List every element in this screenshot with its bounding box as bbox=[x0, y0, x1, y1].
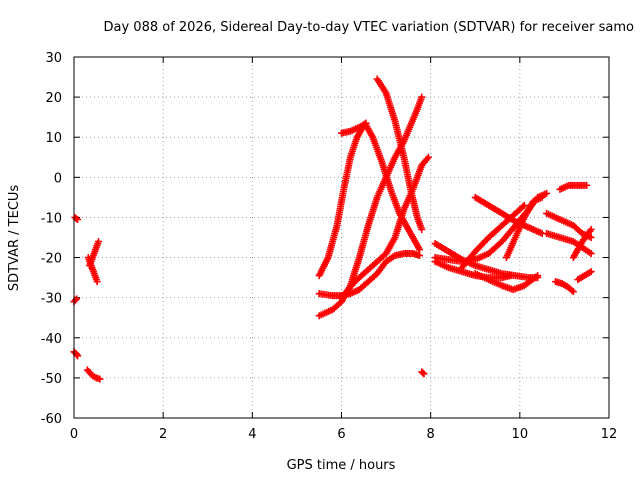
data-point bbox=[95, 238, 103, 246]
series-s26 bbox=[574, 268, 595, 284]
series-s12 bbox=[373, 75, 426, 233]
data-point bbox=[424, 153, 432, 161]
data-point bbox=[418, 93, 426, 101]
data-point bbox=[93, 278, 101, 286]
data-point bbox=[362, 119, 370, 127]
data-point bbox=[587, 234, 595, 241]
series-s9 bbox=[315, 250, 424, 300]
series-s13 bbox=[418, 368, 428, 378]
series-s2 bbox=[70, 295, 81, 306]
axis-ticks: 0 2 4 6 8 10 12 30 20 10 0 -10 -20 -30 -40 -50 -60 bbox=[41, 51, 618, 442]
data-point bbox=[74, 352, 82, 360]
y-tick-label: -50 bbox=[41, 372, 62, 387]
data-point bbox=[587, 268, 595, 276]
x-tick-label: 10 bbox=[512, 427, 529, 442]
data-point bbox=[583, 181, 591, 189]
data-point bbox=[507, 272, 515, 280]
data-marks bbox=[70, 75, 595, 383]
series-s5 bbox=[86, 238, 103, 270]
data-point bbox=[418, 225, 426, 233]
data-point bbox=[587, 225, 595, 233]
data-point bbox=[71, 296, 79, 304]
y-tick-label: 10 bbox=[45, 131, 62, 146]
series-s25 bbox=[552, 278, 577, 296]
series-s21 bbox=[543, 229, 595, 258]
data-point bbox=[520, 201, 528, 209]
series-s6 bbox=[83, 366, 104, 383]
series-s1 bbox=[71, 213, 82, 223]
data-point bbox=[587, 250, 595, 258]
plot-frame bbox=[73, 56, 610, 419]
series-s23 bbox=[556, 181, 591, 193]
data-point bbox=[416, 252, 424, 260]
series-s11 bbox=[338, 119, 370, 137]
x-axis-label: GPS time / hours bbox=[287, 458, 396, 473]
data-point bbox=[74, 215, 82, 223]
series-s16 bbox=[431, 258, 515, 282]
series-s7 bbox=[315, 93, 426, 320]
data-point bbox=[538, 193, 546, 201]
data-point bbox=[568, 286, 576, 294]
series-s24 bbox=[569, 225, 595, 262]
data-point bbox=[96, 375, 104, 383]
data-point bbox=[419, 369, 427, 377]
x-tick-label: 2 bbox=[159, 427, 167, 442]
y-tick-label: -60 bbox=[41, 412, 62, 427]
series-s19 bbox=[502, 193, 546, 262]
data-point bbox=[519, 203, 527, 211]
y-axis-label: SDTVAR / TECUs bbox=[7, 185, 22, 292]
y-tick-label: -30 bbox=[41, 292, 62, 307]
grid-lines bbox=[74, 57, 609, 418]
y-tick-label: 20 bbox=[45, 91, 62, 106]
data-point bbox=[420, 370, 428, 378]
y-tick-label: 30 bbox=[45, 51, 62, 66]
data-point bbox=[569, 288, 577, 296]
x-tick-label: 6 bbox=[337, 427, 345, 442]
data-point bbox=[534, 272, 542, 280]
x-tick-label: 4 bbox=[248, 427, 256, 442]
x-tick-label: 8 bbox=[427, 427, 435, 442]
y-tick-label: -40 bbox=[41, 332, 62, 347]
data-point bbox=[416, 246, 424, 254]
chart-title: Day 088 of 2026, Sidereal Day-to-day VTE… bbox=[104, 20, 635, 35]
series-s20 bbox=[471, 270, 542, 294]
y-tick-label: -10 bbox=[41, 211, 62, 226]
series-s17 bbox=[458, 201, 528, 272]
x-tick-label: 12 bbox=[601, 427, 618, 442]
series-s3 bbox=[70, 348, 82, 360]
y-tick-label: 0 bbox=[54, 171, 62, 186]
x-tick-label: 0 bbox=[70, 427, 78, 442]
data-point bbox=[543, 189, 551, 197]
y-tick-label: -20 bbox=[41, 252, 62, 267]
